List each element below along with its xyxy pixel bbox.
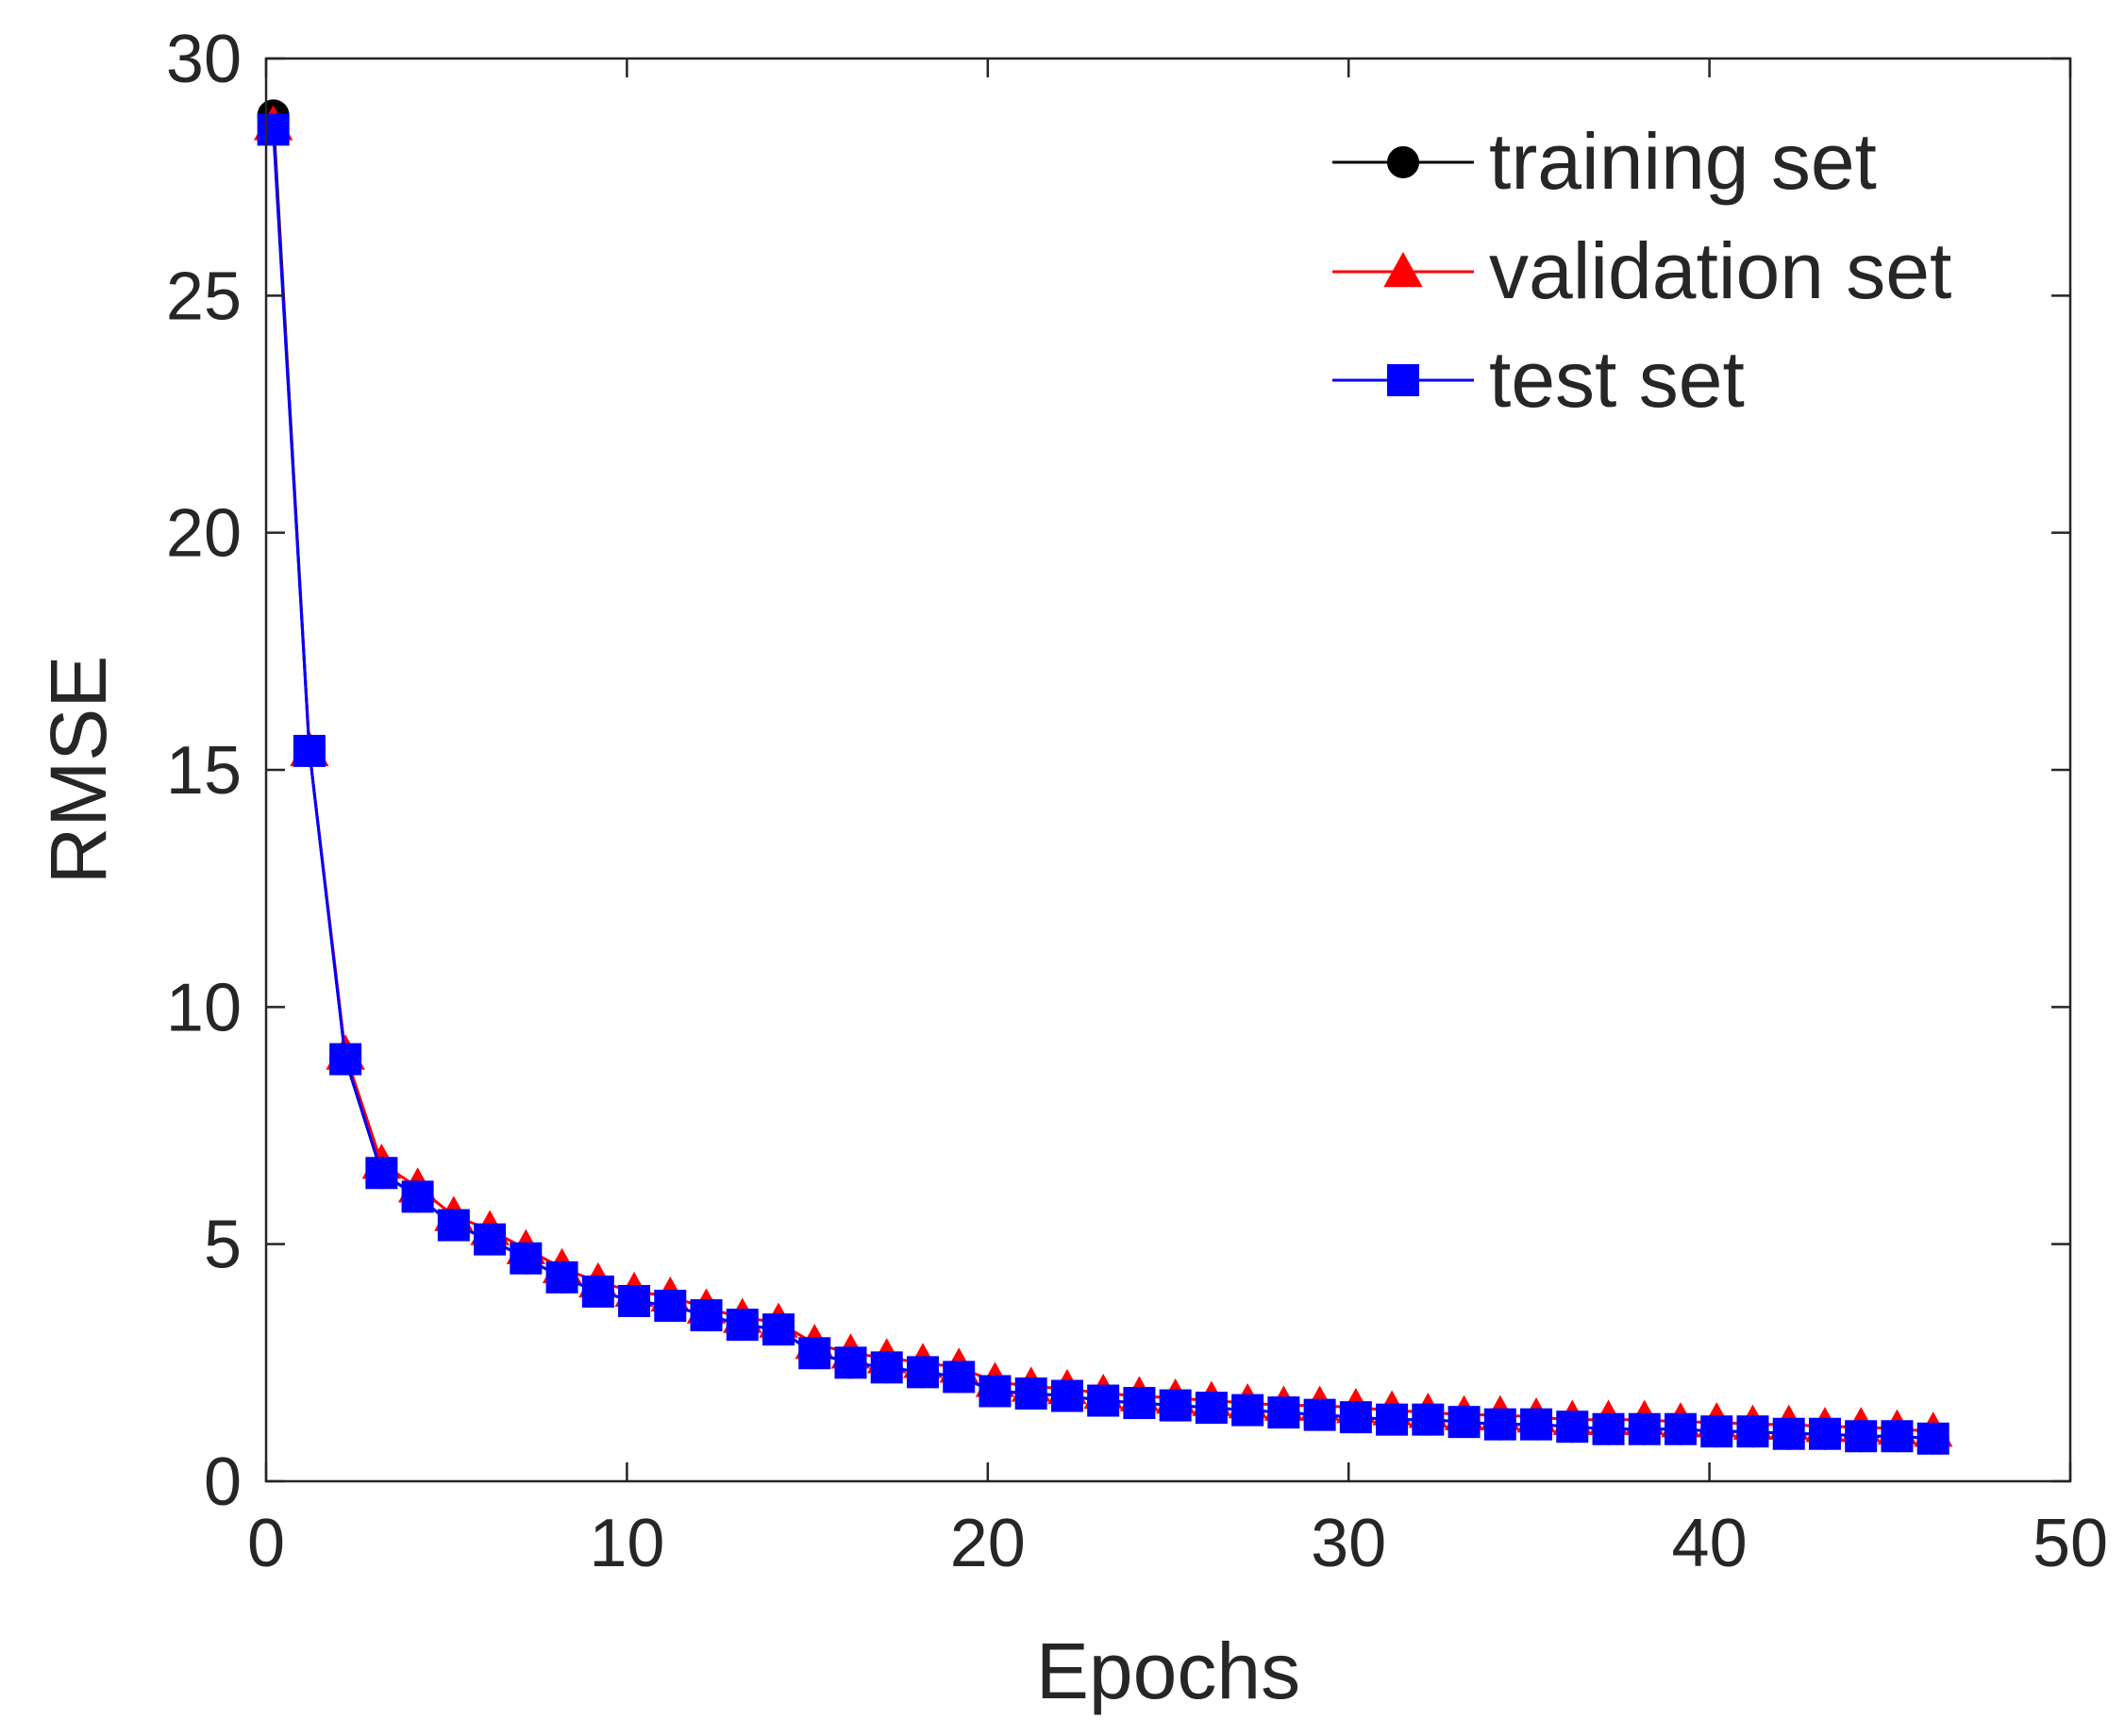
y-tick-label: 20 <box>166 496 242 572</box>
x-tick-label: 10 <box>589 1506 664 1581</box>
y-axis-label: RMSE <box>34 656 123 885</box>
data-point-test-set <box>762 1313 795 1346</box>
legend-label-validation-set: validation set <box>1489 226 1951 315</box>
data-point-test-set <box>1665 1412 1698 1445</box>
data-point-test-set <box>257 113 290 146</box>
data-point-test-set <box>726 1309 759 1342</box>
data-point-test-set <box>1014 1377 1047 1410</box>
y-tick-label: 5 <box>204 1208 242 1283</box>
x-tick-label: 30 <box>1311 1506 1386 1581</box>
data-point-test-set <box>1556 1410 1589 1444</box>
y-tick-label: 10 <box>166 970 242 1045</box>
data-point-test-set <box>1881 1420 1914 1453</box>
ticks-layer: 0 10 20 30 40 50 0 5 10 15 20 25 30 <box>166 22 2108 1581</box>
data-point-test-set <box>834 1346 867 1379</box>
legend-label-training-set: training set <box>1489 117 1877 206</box>
data-point-test-set <box>365 1157 398 1190</box>
data-point-test-set <box>1628 1412 1661 1445</box>
data-point-test-set <box>1916 1422 1949 1455</box>
y-tick-label: 15 <box>166 733 242 809</box>
series-test-set <box>257 113 1949 1455</box>
data-point-test-set <box>1845 1420 1878 1453</box>
legend-marker-validation-set <box>1383 251 1423 288</box>
data-point-test-set <box>1376 1403 1409 1436</box>
x-tick-label: 20 <box>950 1506 1026 1581</box>
data-point-test-set <box>437 1209 470 1242</box>
data-point-test-set <box>1050 1379 1083 1412</box>
data-point-test-set <box>654 1290 687 1323</box>
y-tick-label: 25 <box>166 259 242 334</box>
data-point-test-set <box>1123 1387 1156 1420</box>
data-point-test-set <box>329 1043 362 1076</box>
data-point-test-set <box>1592 1412 1625 1445</box>
data-point-test-set <box>1447 1406 1481 1439</box>
data-point-test-set <box>1808 1417 1841 1450</box>
legend-marker-test-set <box>1387 364 1419 396</box>
y-tick-label: 0 <box>204 1444 242 1520</box>
data-point-test-set <box>1231 1394 1264 1427</box>
x-tick-label: 50 <box>2033 1506 2108 1581</box>
legend: training set validation set test set <box>1332 117 1951 424</box>
data-point-test-set <box>1483 1408 1516 1441</box>
data-point-test-set <box>979 1375 1012 1408</box>
data-point-test-set <box>1303 1398 1336 1431</box>
series-layer <box>253 99 1953 1455</box>
data-point-test-set <box>1195 1392 1228 1425</box>
data-point-test-set <box>1339 1401 1372 1434</box>
data-point-test-set <box>1159 1389 1192 1422</box>
data-point-test-set <box>293 734 326 767</box>
data-point-test-set <box>690 1299 723 1332</box>
data-point-test-set <box>798 1337 831 1370</box>
data-point-test-set <box>1772 1417 1805 1450</box>
x-tick-label: 40 <box>1672 1506 1748 1581</box>
data-point-test-set <box>1736 1415 1769 1448</box>
legend-label-test-set: test set <box>1489 335 1745 424</box>
data-point-test-set <box>906 1356 939 1389</box>
data-point-test-set <box>1700 1415 1733 1448</box>
x-tick-label: 0 <box>247 1506 285 1581</box>
data-point-test-set <box>474 1223 507 1256</box>
data-point-test-set <box>401 1180 434 1213</box>
data-point-test-set <box>1412 1403 1445 1436</box>
x-axis-label: Epochs <box>1036 1627 1300 1715</box>
data-point-test-set <box>870 1351 903 1384</box>
data-point-test-set <box>943 1360 976 1394</box>
y-tick-label: 30 <box>166 22 242 97</box>
data-point-test-set <box>618 1284 651 1317</box>
data-point-test-set <box>581 1275 614 1308</box>
data-point-test-set <box>1087 1384 1120 1417</box>
data-point-test-set <box>1520 1408 1553 1441</box>
data-point-test-set <box>545 1260 578 1294</box>
legend-marker-training-set <box>1387 146 1419 178</box>
data-point-test-set <box>1267 1396 1300 1429</box>
data-point-test-set <box>510 1242 543 1275</box>
